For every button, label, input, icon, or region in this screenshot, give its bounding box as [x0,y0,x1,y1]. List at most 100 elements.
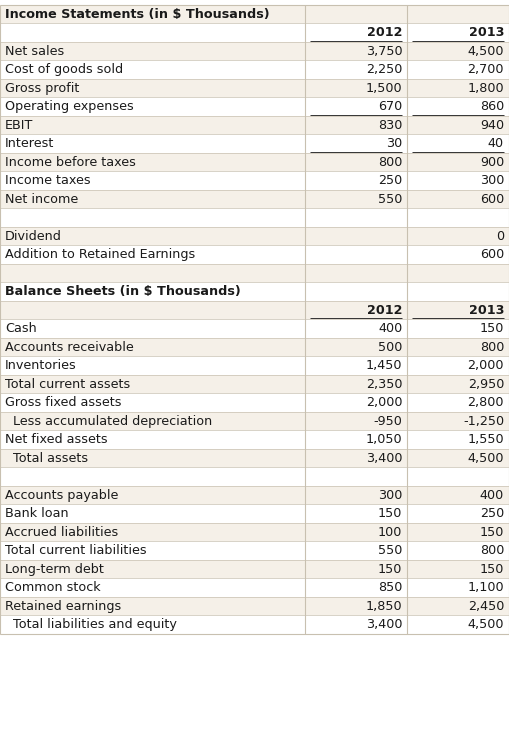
Text: 940: 940 [480,119,504,132]
Bar [0,209,509,227]
Text: Total assets: Total assets [5,452,88,465]
Text: 2,000: 2,000 [365,396,402,409]
Bar [0,42,509,60]
Text: 150: 150 [479,562,504,576]
Bar [0,431,509,449]
Text: Net fixed assets: Net fixed assets [5,433,107,447]
Text: 1,050: 1,050 [365,433,402,447]
Text: 2012: 2012 [366,26,402,39]
Text: 800: 800 [479,544,504,557]
Text: Total current assets: Total current assets [5,378,130,391]
Bar [0,412,509,431]
Text: 3,750: 3,750 [365,44,402,58]
Bar [0,190,509,209]
Text: 2012: 2012 [366,303,402,317]
Bar [0,60,509,79]
Bar [0,319,509,338]
Text: 1,850: 1,850 [365,599,402,613]
Text: 2013: 2013 [468,303,504,317]
Bar [0,505,509,523]
Text: 300: 300 [378,489,402,501]
Text: 2,800: 2,800 [467,396,504,409]
Text: 400: 400 [378,322,402,335]
Text: 2,450: 2,450 [468,599,504,613]
Text: 0: 0 [496,230,504,242]
Text: 500: 500 [378,341,402,354]
Text: 4,500: 4,500 [467,452,504,465]
Text: 830: 830 [378,119,402,132]
Text: Common stock: Common stock [5,581,101,594]
Text: Inventories: Inventories [5,359,77,372]
Text: 1,550: 1,550 [467,433,504,447]
Text: 550: 550 [378,544,402,557]
Bar [0,135,509,153]
Text: Gross fixed assets: Gross fixed assets [5,396,122,409]
Text: 2013: 2013 [468,26,504,39]
Text: -1,250: -1,250 [463,415,504,428]
Text: Gross profit: Gross profit [5,82,79,95]
Text: 800: 800 [378,156,402,169]
Bar [0,245,509,264]
Text: 2,000: 2,000 [467,359,504,372]
Bar [0,338,509,356]
Bar [0,97,509,116]
Text: Cash: Cash [5,322,37,335]
Text: Net income: Net income [5,193,78,206]
Text: 670: 670 [378,100,402,113]
Bar [0,79,509,97]
Text: 2,950: 2,950 [468,378,504,391]
Text: EBIT: EBIT [5,119,34,132]
Text: 1,100: 1,100 [467,581,504,594]
Text: Accounts payable: Accounts payable [5,489,119,501]
Bar [0,578,509,597]
Text: Less accumulated depreciation: Less accumulated depreciation [5,415,212,428]
Text: 4,500: 4,500 [467,44,504,58]
Text: Interest: Interest [5,137,54,151]
Text: 850: 850 [378,581,402,594]
Text: 800: 800 [479,341,504,354]
Bar [0,227,509,245]
Text: 40: 40 [488,137,504,151]
Text: Cost of goods sold: Cost of goods sold [5,63,123,76]
Text: Operating expenses: Operating expenses [5,100,134,113]
Text: 150: 150 [479,526,504,538]
Text: 4,500: 4,500 [467,618,504,631]
Bar [0,560,509,578]
Text: 150: 150 [378,508,402,520]
Text: Bank loan: Bank loan [5,508,69,520]
Bar [0,468,509,486]
Text: Long-term debt: Long-term debt [5,562,104,576]
Text: 3,400: 3,400 [365,452,402,465]
Bar [0,5,509,23]
Bar [0,615,509,634]
Text: 100: 100 [378,526,402,538]
Text: 860: 860 [480,100,504,113]
Bar [0,264,509,282]
Text: 600: 600 [480,248,504,261]
Bar [0,153,509,172]
Text: Total current liabilities: Total current liabilities [5,544,147,557]
Bar [0,375,509,394]
Text: 2,700: 2,700 [467,63,504,76]
Text: 300: 300 [479,174,504,187]
Bar [0,282,509,301]
Bar [0,394,509,412]
Text: 30: 30 [386,137,402,151]
Text: Income taxes: Income taxes [5,174,91,187]
Bar [0,23,509,42]
Text: 250: 250 [480,508,504,520]
Bar [0,523,509,541]
Text: Accounts receivable: Accounts receivable [5,341,134,354]
Text: 1,450: 1,450 [365,359,402,372]
Text: 150: 150 [378,562,402,576]
Text: 1,800: 1,800 [467,82,504,95]
Bar [0,449,509,468]
Text: 2,250: 2,250 [366,63,402,76]
Bar [0,486,509,505]
Text: Net sales: Net sales [5,44,64,58]
Bar [0,301,509,319]
Text: 2,350: 2,350 [365,378,402,391]
Text: Dividend: Dividend [5,230,62,242]
Text: 250: 250 [378,174,402,187]
Bar [0,172,509,190]
